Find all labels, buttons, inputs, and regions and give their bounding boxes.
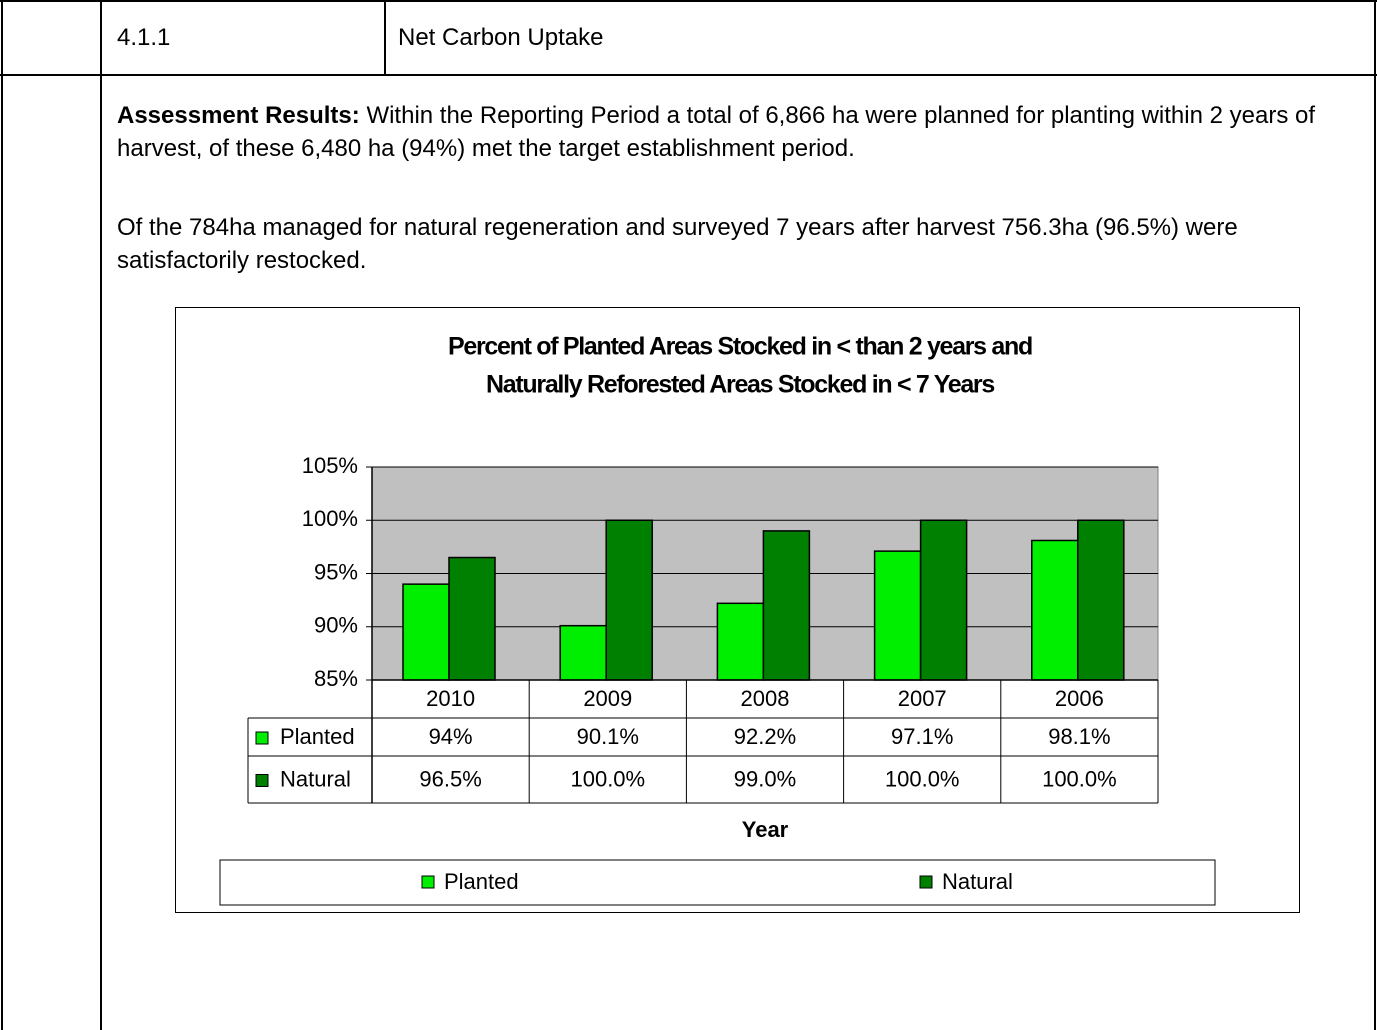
legend-key bbox=[421, 875, 435, 889]
section-number: 4.1.1 bbox=[117, 24, 171, 51]
paragraph-text: Within the Reporting Period a total of 6… bbox=[117, 102, 1316, 162]
bar bbox=[716, 602, 765, 681]
data-label: 94% bbox=[429, 724, 473, 749]
data-label: 97.1% bbox=[891, 724, 953, 749]
y-tick-label: 95% bbox=[314, 559, 358, 584]
data-label: 92.2% bbox=[734, 724, 796, 749]
table-series-name: Natural bbox=[280, 766, 351, 791]
paragraph-text: Of the 784ha managed for natural regener… bbox=[117, 214, 1238, 274]
paragraph: Of the 784ha managed for natural regener… bbox=[117, 211, 1317, 277]
x-tick-label: 2009 bbox=[583, 686, 632, 711]
table-series-name: Planted bbox=[280, 724, 355, 749]
bar bbox=[559, 624, 607, 681]
data-label: 96.5% bbox=[419, 766, 481, 791]
legend-key bbox=[255, 731, 269, 745]
chart-title: Percent of Planted Areas Stocked in < th… bbox=[448, 333, 1032, 361]
paragraph: Assessment Results: Within the Reporting… bbox=[117, 99, 1357, 165]
bar bbox=[448, 556, 496, 681]
legend-key bbox=[255, 774, 269, 787]
x-tick-label: 2007 bbox=[898, 686, 947, 711]
x-tick-label: 2006 bbox=[1055, 686, 1104, 711]
y-tick-label: 105% bbox=[302, 453, 358, 478]
bar bbox=[1077, 519, 1125, 681]
legend-label: Planted bbox=[444, 869, 519, 894]
data-label: 100.0% bbox=[570, 766, 645, 791]
data-label: 98.1% bbox=[1048, 724, 1110, 749]
bar bbox=[873, 550, 922, 681]
y-tick-label: 85% bbox=[314, 666, 358, 691]
data-label: 99.0% bbox=[734, 766, 796, 791]
bar bbox=[762, 530, 811, 681]
data-label: 100.0% bbox=[1042, 766, 1117, 791]
legend-key bbox=[919, 875, 933, 889]
chart-title: Naturally Reforested Areas Stocked in < … bbox=[486, 371, 994, 399]
bar bbox=[919, 519, 968, 681]
bar bbox=[402, 583, 450, 681]
data-label: 90.1% bbox=[577, 724, 639, 749]
data-label: 100.0% bbox=[885, 766, 960, 791]
y-tick-label: 90% bbox=[314, 613, 358, 638]
legend-label: Natural bbox=[942, 869, 1013, 894]
y-tick-label: 100% bbox=[302, 506, 358, 531]
chart: Percent of Planted Areas Stocked in < th… bbox=[175, 307, 1300, 913]
x-tick-label: 2010 bbox=[426, 686, 475, 711]
bar bbox=[605, 519, 653, 681]
legend-box bbox=[219, 859, 1216, 906]
bar bbox=[1031, 539, 1079, 681]
paragraph-label: Assessment Results: bbox=[117, 102, 360, 129]
section-title: Net Carbon Uptake bbox=[398, 24, 604, 51]
x-axis-label: Year bbox=[742, 817, 789, 842]
x-tick-label: 2008 bbox=[741, 686, 790, 711]
